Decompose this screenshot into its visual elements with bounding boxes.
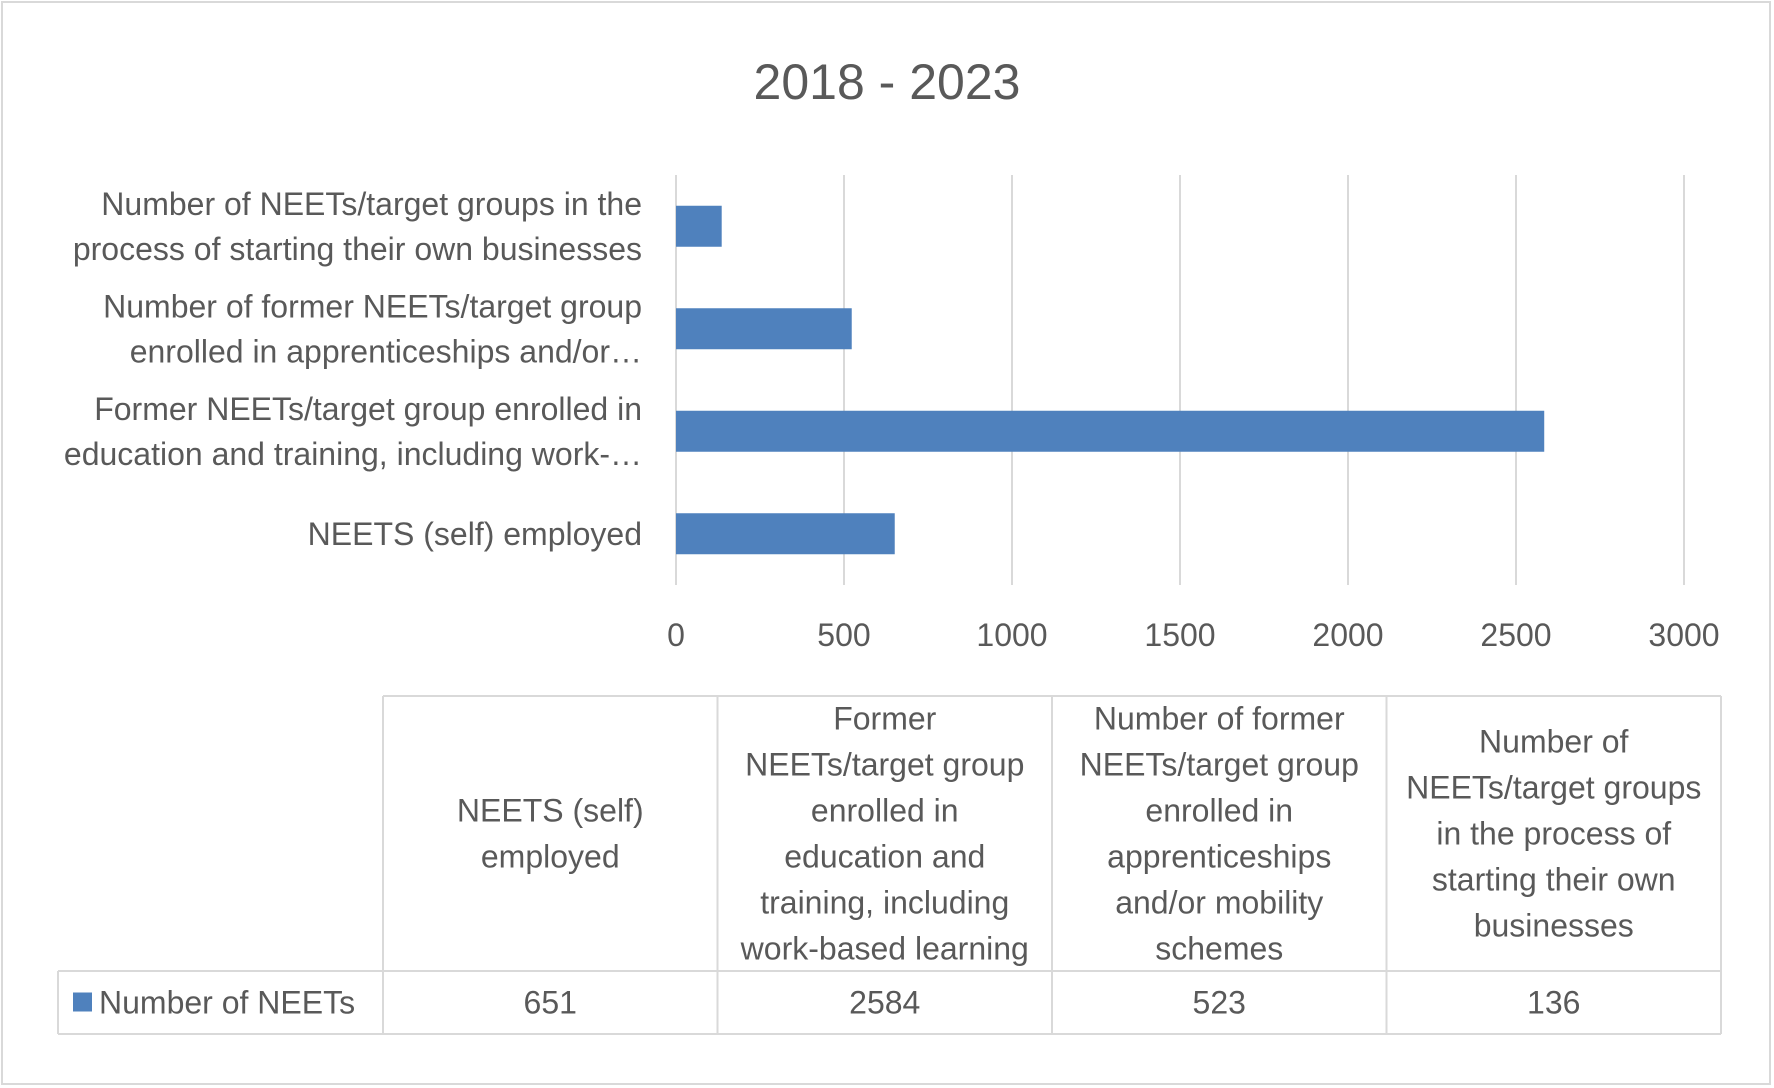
x-tick-label: 3000 <box>1648 617 1719 653</box>
category-label: Former NEETs/target group enrolled in <box>94 391 642 427</box>
bar <box>676 513 895 555</box>
table-value: 2584 <box>849 985 920 1021</box>
category-label: NEETS (self) employed <box>308 516 642 552</box>
table-header-label: businesses <box>1474 908 1634 944</box>
bar <box>676 410 1545 452</box>
x-tick-label: 2000 <box>1312 617 1383 653</box>
table-header-label: NEETs/target group <box>745 747 1024 783</box>
x-tick-label: 500 <box>817 617 870 653</box>
table-header-label: apprenticeships <box>1107 839 1331 875</box>
table-header-label: employed <box>481 839 620 875</box>
table-header-label: NEETs/target groups <box>1406 770 1701 806</box>
table-header-label: education and <box>784 839 985 875</box>
table-header-label: NEETS (self) <box>457 793 644 829</box>
table-header-label: Number of <box>1479 724 1629 760</box>
x-tick-label: 1000 <box>976 617 1047 653</box>
bar <box>676 308 852 350</box>
table-value: 651 <box>524 985 577 1021</box>
table-header-label: work-based learning <box>740 931 1029 967</box>
bars <box>676 205 1545 555</box>
table-value: 136 <box>1527 985 1580 1021</box>
category-label: Number of former NEETs/target group <box>103 288 642 324</box>
value-axis-ticks: 0 500 1000 1500 2000 2500 3000 <box>667 617 1719 653</box>
table-header-label: Former <box>833 701 936 737</box>
gridlines <box>675 175 1685 585</box>
category-label: process of starting their own businesses <box>73 231 642 267</box>
table-header-label: in the process of <box>1436 816 1671 852</box>
table-header-label: enrolled in <box>811 793 959 829</box>
table-header-label: Number of former <box>1094 701 1345 737</box>
category-label: education and training, including work-… <box>64 436 642 472</box>
legend-key <box>73 992 92 1012</box>
table-header-label: training, including <box>760 885 1009 921</box>
x-tick-label: 2500 <box>1480 617 1551 653</box>
category-axis-labels: NEETS (self) employed Former NEETs/target… <box>64 186 642 552</box>
table-header-label: and/or mobility <box>1115 885 1323 921</box>
table-value: 523 <box>1193 985 1246 1021</box>
chart-title: 2018 - 2023 <box>754 54 1021 110</box>
x-tick-label: 1500 <box>1144 617 1215 653</box>
x-tick-label: 0 <box>667 617 685 653</box>
category-label: Number of NEETs/target groups in the <box>101 186 642 222</box>
table-header-label: schemes <box>1155 931 1283 967</box>
legend-series-name: Number of NEETs <box>99 985 355 1021</box>
table-header-label: starting their own <box>1432 862 1676 898</box>
table-header-label: NEETs/target group <box>1080 747 1359 783</box>
bar <box>676 205 722 247</box>
category-label: enrolled in apprenticeships and/or… <box>130 333 642 369</box>
data-table: NEETS (self) employed Former NEETs/target g… <box>57 695 1722 1035</box>
table-header-label: enrolled in <box>1145 793 1293 829</box>
chart-svg: 2018 - 2023 NEETS (self) employed Former … <box>57 54 1722 1035</box>
